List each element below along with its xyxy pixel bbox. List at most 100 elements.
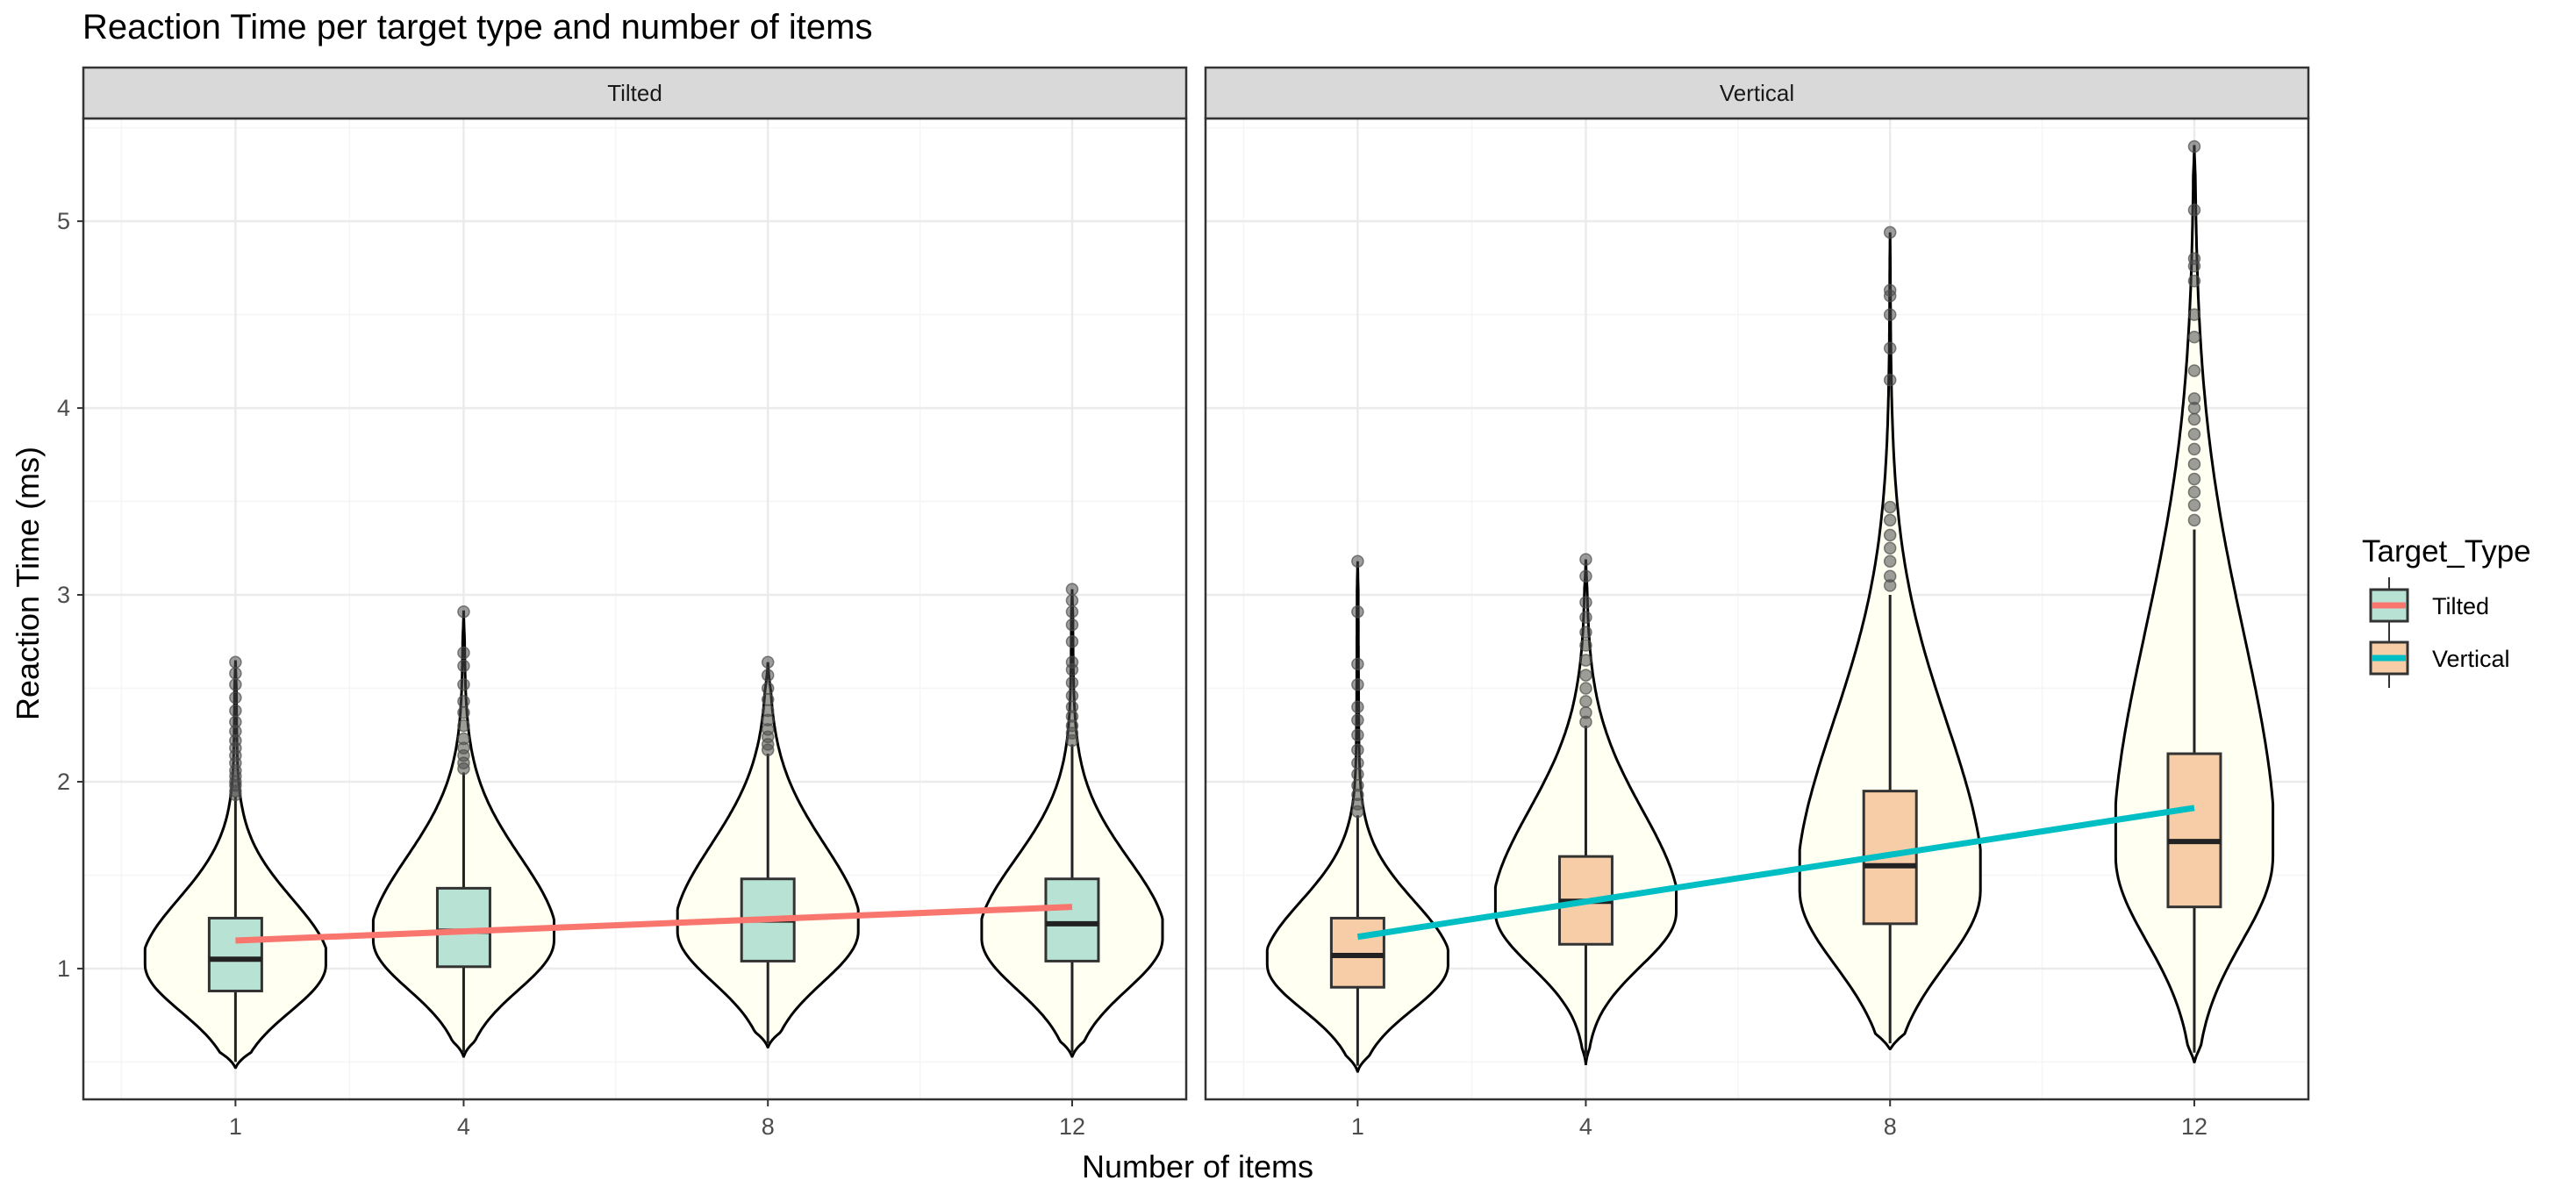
outlier-point	[1065, 605, 1079, 619]
outlier-point	[1579, 611, 1592, 624]
outlier-point	[1883, 528, 1897, 542]
outlier-point	[229, 655, 242, 669]
panel-tilted: Tilted 1 4 8 12	[82, 66, 1188, 1140]
outlier-point	[1883, 308, 1897, 321]
outlier-point	[2187, 412, 2201, 426]
outlier-point	[761, 655, 775, 669]
legend-label: Vertical	[2432, 646, 2510, 672]
box-vertical-1	[1329, 916, 1385, 989]
box-tilted-12	[1044, 877, 1100, 962]
outlier-point	[1065, 700, 1079, 714]
outlier-point	[1883, 555, 1897, 568]
outlier-point	[457, 732, 470, 746]
outlier-point	[1065, 594, 1079, 607]
outlier-point	[1579, 695, 1592, 708]
x-tick-label: 12	[1059, 1113, 1085, 1140]
outlier-point	[1883, 341, 1897, 355]
outlier-point	[1351, 555, 1364, 568]
outlier-point	[457, 605, 470, 619]
outlier-point	[1351, 605, 1364, 619]
outlier-point	[457, 705, 470, 719]
outlier-point	[1579, 669, 1592, 682]
legend-entry-vertical: Vertical	[2369, 630, 2510, 688]
outlier-point	[1883, 541, 1897, 555]
x-axis-title: Number of items	[1082, 1148, 1313, 1184]
trend-line-vertical	[1356, 805, 2195, 941]
x-tick-label: 12	[2181, 1113, 2207, 1140]
x-tick-label: 4	[1579, 1113, 1592, 1140]
box-tilted-1	[207, 916, 263, 992]
outlier-point	[1351, 713, 1364, 726]
outlier-point	[1351, 778, 1364, 792]
outlier-point	[229, 667, 242, 680]
outlier-point	[2187, 364, 2201, 377]
outlier-point	[761, 693, 775, 706]
outlier-point	[1351, 700, 1364, 714]
legend-title: Target_Type	[2362, 534, 2531, 569]
facet-strip	[82, 66, 1188, 120]
y-axis: 1 2 3 4 5	[57, 208, 83, 982]
outlier-point	[1351, 743, 1364, 757]
outlier-point	[1579, 639, 1592, 652]
box-tilted-4	[435, 886, 491, 969]
outlier-point	[229, 715, 242, 729]
outlier-point	[2187, 485, 2201, 499]
outlier-point	[761, 682, 775, 695]
outlier-point	[2187, 427, 2201, 441]
x-tick-label: 1	[1351, 1113, 1364, 1140]
outlier-point	[1065, 618, 1079, 632]
y-tick-label: 2	[57, 769, 70, 795]
y-tick-label: 4	[57, 395, 70, 421]
outlier-point	[457, 659, 470, 673]
outlier-point	[1351, 657, 1364, 671]
outlier-point	[1579, 626, 1592, 639]
outlier-point	[1351, 677, 1364, 691]
outlier-point	[2187, 457, 2201, 471]
box-vertical-12	[2166, 752, 2222, 909]
outlier-point	[761, 669, 775, 682]
outlier-point	[1883, 513, 1897, 527]
facet-strip	[1204, 66, 2310, 120]
x-tick-label: 1	[229, 1113, 242, 1140]
outlier-point	[1351, 756, 1364, 769]
panel-vertical: Vertical 1 4 8 12	[1204, 66, 2310, 1140]
outlier-point	[457, 677, 470, 691]
outlier-point	[457, 719, 470, 733]
facet-strip-label: Tilted	[607, 80, 662, 106]
outlier-point	[457, 695, 470, 708]
outlier-point	[2187, 275, 2201, 288]
outlier-point	[1351, 768, 1364, 781]
y-axis-title: Reaction Time (ms)	[10, 447, 46, 720]
legend-entry-tilted: Tilted	[2369, 577, 2489, 635]
chart-title: Reaction Time per target type and number…	[82, 8, 872, 47]
outlier-point	[2187, 330, 2201, 344]
y-tick-label: 3	[57, 582, 70, 608]
legend: Target_Type Tilted Vertical	[2362, 534, 2531, 688]
legend-label: Tilted	[2432, 593, 2489, 619]
y-tick-label: 1	[57, 955, 70, 982]
outlier-point	[2187, 140, 2201, 154]
outlier-point	[2187, 472, 2201, 486]
outlier-point	[229, 691, 242, 705]
outlier-point	[1883, 500, 1897, 514]
x-tick-label: 4	[457, 1113, 470, 1140]
outlier-point	[1579, 682, 1592, 695]
outlier-point	[1579, 654, 1592, 667]
outlier-point	[1065, 655, 1079, 669]
x-tick-label: 8	[1884, 1113, 1897, 1140]
outlier-point	[2187, 442, 2201, 456]
x-tick-label: 8	[762, 1113, 775, 1140]
outlier-point	[2187, 392, 2201, 405]
outlier-point	[1065, 583, 1079, 596]
outlier-point	[1883, 283, 1897, 297]
legend-entries: Tilted Vertical	[2369, 577, 2510, 688]
outlier-point	[457, 646, 470, 660]
y-tick-label: 5	[57, 208, 70, 234]
outlier-point	[1883, 569, 1897, 583]
outlier-point	[1351, 728, 1364, 741]
outlier-point	[1883, 373, 1897, 387]
outlier-point	[229, 704, 242, 718]
outlier-point	[229, 677, 242, 691]
outlier-point	[2187, 252, 2201, 265]
